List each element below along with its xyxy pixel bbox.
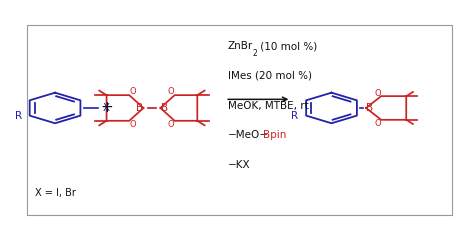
Text: (10 mol %): (10 mol %)	[257, 41, 317, 51]
Text: IMes (20 mol %): IMes (20 mol %)	[228, 71, 311, 81]
Text: O: O	[130, 88, 137, 96]
Text: O: O	[167, 88, 174, 96]
Text: B: B	[136, 103, 143, 113]
Text: +: +	[100, 100, 113, 116]
Text: B: B	[161, 103, 168, 113]
Text: O: O	[167, 120, 174, 129]
Text: Bpin: Bpin	[263, 130, 286, 140]
Text: −MeO−: −MeO−	[228, 130, 269, 140]
Text: R: R	[15, 111, 22, 121]
Text: −KX: −KX	[228, 160, 250, 170]
Bar	[27, 25, 452, 215]
Text: ZnBr: ZnBr	[228, 41, 253, 51]
Text: R: R	[292, 111, 299, 121]
Text: X = I, Br: X = I, Br	[35, 188, 75, 198]
Text: O: O	[130, 120, 137, 129]
Text: X: X	[103, 103, 110, 113]
Text: O: O	[374, 89, 381, 98]
Text: MeOK, MTBE, rt: MeOK, MTBE, rt	[228, 100, 308, 111]
Text: O: O	[374, 119, 381, 127]
Text: B: B	[366, 103, 374, 113]
Text: 2: 2	[252, 49, 257, 58]
